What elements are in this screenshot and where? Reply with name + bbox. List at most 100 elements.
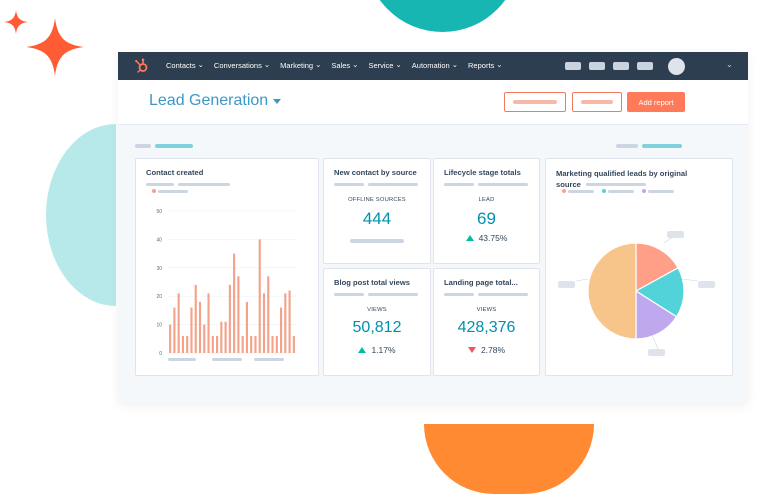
bar[interactable] — [237, 276, 240, 353]
pie-slice[interactable] — [587, 242, 637, 340]
lifecycle-stage-totals-card[interactable]: Lifecycle stage totals LEAD 69 43.75% — [433, 158, 540, 264]
legend-label-placeholder — [568, 190, 594, 193]
bar[interactable] — [258, 239, 261, 353]
utility-icon[interactable] — [565, 62, 581, 70]
bar[interactable] — [190, 307, 193, 353]
metric-value: 50,812 — [352, 319, 402, 336]
mql-by-source-card[interactable]: Marketing qualified leads by original so… — [545, 158, 733, 376]
bar[interactable] — [292, 335, 295, 353]
nav-item-reports[interactable]: Reports ⌄ — [468, 52, 503, 80]
bar[interactable] — [284, 293, 287, 353]
top-navigation-bar: Contacts ⌄ Conversations ⌄ Marketing ⌄ Sale… — [118, 52, 748, 80]
pie-slice[interactable] — [635, 242, 679, 293]
comparison-placeholder — [350, 239, 404, 243]
nav-item-conversations[interactable]: Conversations ⌄ — [214, 52, 270, 80]
bar[interactable] — [241, 335, 244, 353]
account-menu-chevron-icon[interactable]: ⌄ — [726, 60, 733, 69]
bar[interactable] — [262, 293, 266, 353]
bar[interactable] — [181, 335, 184, 353]
subtitle-placeholder — [586, 183, 646, 186]
legend-label-placeholder — [158, 190, 188, 193]
trend-up-icon — [465, 235, 474, 241]
nav-item-contacts[interactable]: Contacts ⌄ — [166, 52, 204, 80]
hubspot-sprocket-icon[interactable] — [134, 58, 150, 74]
topbar-utility-icons — [565, 62, 653, 70]
filter-bar-right — [616, 144, 682, 148]
nav-item-sales[interactable]: Sales ⌄ — [331, 52, 358, 80]
bar[interactable] — [198, 301, 202, 353]
bar[interactable] — [173, 307, 176, 353]
bar[interactable] — [224, 321, 227, 353]
card-title: Landing page total... — [444, 278, 518, 287]
mql-pie-chart — [575, 234, 699, 350]
legend-dot — [152, 189, 156, 193]
x-tick-label-placeholder — [168, 358, 196, 361]
card-title: Blog post total views — [334, 278, 410, 287]
bar[interactable] — [177, 293, 180, 353]
nav-item-service[interactable]: Service ⌄ — [368, 52, 401, 80]
utility-icon[interactable] — [613, 62, 629, 70]
avatar[interactable] — [668, 58, 685, 75]
contact-created-bar-chart: 0 10 20 30 40 50 — [156, 209, 296, 361]
landing-page-total-views-card[interactable]: Landing page total... VIEWS 428,376 2.78… — [433, 268, 540, 376]
new-contact-by-source-card[interactable]: New contact by source OFFLINE SOURCES 44… — [323, 158, 431, 264]
bar[interactable] — [220, 321, 223, 353]
bar[interactable] — [169, 324, 172, 353]
filter-bar-left — [135, 144, 193, 148]
bar[interactable] — [216, 335, 219, 353]
subtitle-placeholder — [178, 183, 230, 186]
bar[interactable] — [271, 335, 274, 353]
bar[interactable] — [186, 335, 189, 353]
add-report-button[interactable]: Add report — [627, 92, 685, 112]
nav-label: Automation — [411, 61, 450, 70]
bar[interactable] — [194, 284, 197, 353]
secondary-action-button[interactable] — [572, 92, 622, 112]
legend-label-placeholder — [648, 190, 674, 193]
bar[interactable] — [288, 290, 291, 353]
pie-label-placeholder — [667, 231, 684, 238]
contact-created-card[interactable]: Contact created 0 10 20 30 40 50 — [135, 158, 319, 376]
nav-item-automation[interactable]: Automation ⌄ — [412, 52, 458, 80]
bar[interactable] — [254, 335, 257, 353]
metric-value: 69 — [477, 209, 496, 228]
sparkle-large-icon — [26, 18, 84, 76]
bar[interactable] — [280, 307, 283, 353]
subtitle-placeholder — [478, 293, 528, 296]
bar[interactable] — [245, 301, 248, 353]
pie-label-placeholder — [558, 281, 575, 288]
bar[interactable] — [228, 284, 231, 353]
nav-label: Sales — [331, 61, 351, 70]
filter-pill[interactable] — [616, 144, 638, 148]
filter-pill[interactable] — [155, 144, 193, 148]
nav-label: Service — [368, 61, 394, 70]
nav-item-marketing[interactable]: Marketing ⌄ — [280, 52, 321, 80]
dashboard-window: Contacts ⌄ Conversations ⌄ Marketing ⌄ Sale… — [118, 52, 748, 404]
secondary-action-button[interactable] — [504, 92, 566, 112]
filter-pill[interactable] — [642, 144, 682, 148]
legend-dot — [602, 189, 606, 193]
pie-slice[interactable] — [634, 267, 685, 318]
filter-pill[interactable] — [135, 144, 151, 148]
dashboard-selector[interactable]: Lead Generation — [149, 92, 282, 110]
chevron-down-icon: ⌄ — [352, 60, 359, 69]
blog-post-total-views-card[interactable]: Blog post total views VIEWS 50,812 1.17% — [323, 268, 431, 376]
utility-icon[interactable] — [589, 62, 605, 70]
bar[interactable] — [275, 335, 278, 353]
utility-icon[interactable] — [637, 62, 653, 70]
nav-label: Marketing — [280, 61, 314, 70]
bar[interactable] — [250, 335, 253, 353]
caret-down-icon — [273, 98, 282, 104]
bar[interactable] — [233, 253, 236, 353]
metric-label: OFFLINE SOURCES — [348, 197, 406, 203]
pie-slice[interactable] — [635, 289, 678, 340]
bar[interactable] — [267, 276, 270, 353]
page-header: Lead Generation Add report — [118, 80, 748, 125]
subtitle-placeholder — [478, 183, 528, 186]
bar[interactable] — [203, 324, 206, 353]
bar[interactable] — [211, 335, 214, 353]
x-tick-label-placeholder — [254, 358, 284, 361]
nav-label: Conversations — [213, 61, 262, 70]
y-tick-label: 0 — [159, 351, 162, 357]
bar[interactable] — [207, 293, 210, 353]
legend-dot — [642, 189, 646, 193]
